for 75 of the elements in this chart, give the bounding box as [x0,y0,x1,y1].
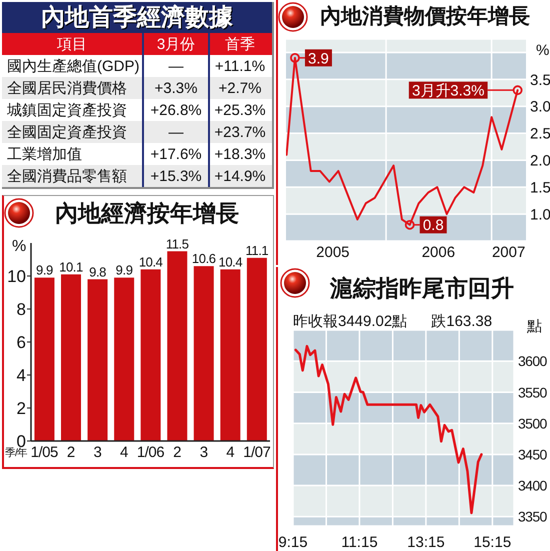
x-tick-label: 2006 [422,244,456,261]
data-label: 9.9 [116,262,133,278]
x-tick-label: 1/07 [243,444,270,461]
y-tick-label: 3600 [518,353,548,370]
data-label: 9.9 [36,262,54,278]
text: 3月份 [156,36,196,52]
text: +25.3% [214,102,266,118]
y-tick-label: 3550 [518,384,548,400]
text: 全國居民消費價格 [7,80,127,96]
y-tick-label: 4 [16,366,26,386]
data-label: 10.4 [218,254,242,270]
text: 內地首季經濟數據 [41,4,233,30]
y-tick-label: 3.5 [530,72,550,89]
text: +23.7% [214,124,266,140]
chart-title: 滬綜指昨尾市回升 [330,275,514,302]
x-tick-label: 4 [120,444,128,461]
data-label: 10.1 [59,259,84,274]
y-tick-label: 3500 [518,415,548,432]
y-tick-label: 2.0 [530,152,550,170]
y-tick-label: 3450 [518,446,548,462]
text: +14.9% [214,168,266,184]
x-tick-label: 2007 [492,244,526,261]
y-tick-label: 10 [7,267,26,286]
text: — [168,124,184,140]
text: +15.3% [150,168,202,184]
x-tick-label: 15:15 [474,534,512,551]
text: +11.1% [214,58,266,74]
x-tick-label: 13:15 [407,534,445,551]
data-label: 10.6 [192,251,216,266]
chart-title: 內地經濟按年增長 [55,200,239,226]
text: 國內生產總值(GDP) [7,58,140,74]
text: +3.3% [154,80,198,96]
y-axis-title: 點 [527,318,542,335]
data-label: 9.8 [89,264,106,280]
text: — [168,58,184,74]
x-tick-label: 1/05 [30,444,58,461]
y-tick-label: 1.0 [530,206,550,224]
annotation: 3.9 [308,50,329,68]
text: 全國消費品零售額 [7,168,127,184]
x-tick-label: 2 [173,444,182,461]
x-tick-label: 11:15 [341,534,378,551]
annotation: 跌163.38 [431,312,492,331]
text: +2.7% [218,80,262,96]
x-tick-label: 1/06 [136,444,164,461]
y-tick-label: 2 [16,399,26,418]
data-label: 11.1 [246,242,268,258]
text: 城鎮固定資產投資 [7,102,127,118]
text: 項目 [57,36,87,52]
x-tick-label: 2005 [316,244,350,261]
y-tick-label: 3400 [518,478,548,494]
y-axis-title: % [12,238,26,255]
chart-subtitle: 昨收報3449.02點 [293,312,408,331]
y-tick-label: 3350 [518,508,548,525]
x-tick-label: 9:15 [278,534,308,551]
data-label: 11.5 [166,236,189,252]
x-tick-label: 3 [93,444,102,461]
y-tick-label: 3.0 [530,98,550,116]
y-tick-label: 6 [16,333,26,352]
text: +17.6% [150,146,202,162]
y-tick-label: 8 [16,300,26,320]
data-label: 10.4 [138,254,163,270]
x-tick-label: 3 [200,444,208,461]
chart-title: 內地消費物價按年增長 [320,5,530,28]
text: 工業增加值 [7,146,82,162]
text: +18.3% [214,146,266,162]
x-tick-label: 2 [66,444,75,461]
annotation: 0.8 [422,217,444,234]
y-tick-label: 2.5 [530,126,550,143]
text: +26.8% [150,102,202,118]
text: 首季 [225,36,255,52]
x-tick-label: 4 [226,444,234,461]
text: 全國固定資產投資 [7,124,127,140]
annotation: 3月升3.3% [412,82,485,100]
y-axis-title: % [536,42,550,59]
y-tick-label: 1.5 [530,180,550,197]
